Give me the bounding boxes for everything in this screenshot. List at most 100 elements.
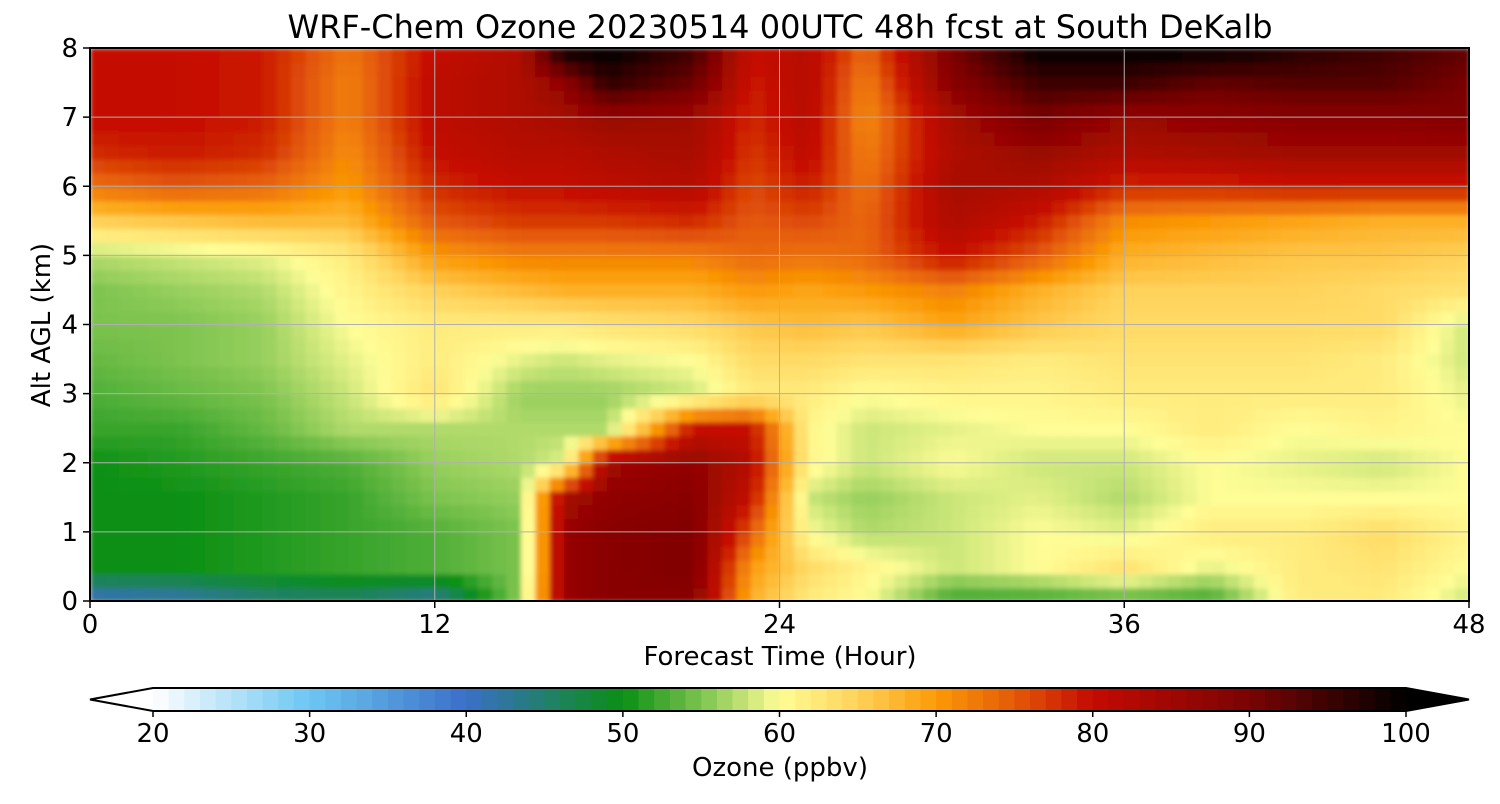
heatmap-cell xyxy=(506,130,523,146)
colorbar-swatch xyxy=(387,688,405,711)
heatmap-cell xyxy=(650,48,666,64)
heatmap-cell xyxy=(463,117,480,133)
heatmap-cell xyxy=(492,448,508,464)
heatmap-cell xyxy=(1282,283,1298,299)
heatmap-cell xyxy=(1397,531,1413,547)
heatmap-cell xyxy=(463,296,480,312)
heatmap-cell xyxy=(262,504,278,520)
heatmap-cell xyxy=(1354,448,1370,464)
heatmap-cell xyxy=(147,352,164,368)
heatmap-cell xyxy=(520,200,537,216)
heatmap-cell xyxy=(291,448,307,464)
heatmap-cell xyxy=(664,587,681,601)
heatmap-cell xyxy=(118,255,135,271)
heatmap-cell xyxy=(1138,48,1155,64)
heatmap-cell xyxy=(233,573,250,589)
heatmap-cell xyxy=(750,462,767,478)
heatmap-cell xyxy=(1152,462,1169,478)
heatmap-cell xyxy=(291,310,307,326)
heatmap-cell xyxy=(276,130,293,146)
heatmap-cell xyxy=(204,310,221,326)
heatmap-cell xyxy=(822,462,839,478)
heatmap-cell xyxy=(664,490,681,506)
x-tick-label: 0 xyxy=(82,610,99,640)
heatmap-cell xyxy=(1411,310,1428,326)
heatmap-cell xyxy=(1052,241,1068,257)
heatmap-cell xyxy=(362,103,379,119)
heatmap-cell xyxy=(549,130,566,146)
heatmap-cell xyxy=(693,158,709,174)
heatmap-cell xyxy=(1224,310,1241,326)
heatmap-cell xyxy=(1224,186,1241,202)
heatmap-cell xyxy=(865,352,882,368)
heatmap-cell xyxy=(1210,89,1226,105)
heatmap-cell xyxy=(1095,407,1112,423)
heatmap-cell xyxy=(880,75,896,91)
heatmap-cell xyxy=(506,490,523,506)
heatmap-cell xyxy=(808,172,824,188)
heatmap-cell xyxy=(1109,75,1126,91)
heatmap-cell xyxy=(1009,365,1025,381)
heatmap-cell xyxy=(822,310,839,326)
heatmap-cell xyxy=(793,559,810,575)
heatmap-cell xyxy=(549,255,566,271)
heatmap-cell xyxy=(923,310,939,326)
heatmap-cell xyxy=(1253,241,1270,257)
heatmap-cell xyxy=(204,130,221,146)
colorbar-swatch xyxy=(1374,688,1391,711)
heatmap-cell xyxy=(1239,296,1255,312)
heatmap-cell xyxy=(463,448,480,464)
heatmap-cell xyxy=(133,130,149,146)
heatmap-cell xyxy=(621,172,638,188)
heatmap-cell xyxy=(520,283,537,299)
heatmap-cell xyxy=(980,448,997,464)
heatmap-cell xyxy=(535,130,551,146)
heatmap-cell xyxy=(1066,283,1083,299)
heatmap-cell xyxy=(262,213,278,229)
heatmap-cell xyxy=(535,117,551,133)
heatmap-cell xyxy=(492,490,508,506)
heatmap-cell xyxy=(161,158,178,174)
heatmap-cell xyxy=(147,324,164,340)
heatmap-cell xyxy=(707,75,724,91)
heatmap-cell xyxy=(1181,296,1198,312)
heatmap-cell xyxy=(1095,186,1112,202)
heatmap-cell xyxy=(1181,448,1198,464)
heatmap-cell xyxy=(980,324,997,340)
heatmap-cell xyxy=(319,75,336,91)
heatmap-cell xyxy=(463,283,480,299)
heatmap-cell xyxy=(262,158,278,174)
heatmap-cell xyxy=(319,352,336,368)
heatmap-cell xyxy=(147,573,164,589)
heatmap-cell xyxy=(1239,227,1255,243)
colorbar-swatch xyxy=(434,688,452,711)
heatmap-cell xyxy=(1411,365,1428,381)
heatmap-cell xyxy=(750,241,767,257)
heatmap-cell xyxy=(908,213,925,229)
heatmap-cell xyxy=(1023,573,1040,589)
heatmap-cell xyxy=(118,61,135,77)
heatmap-cell xyxy=(147,545,164,561)
heatmap-cell xyxy=(305,269,322,285)
heatmap-cell xyxy=(477,518,494,534)
heatmap-cell xyxy=(722,144,738,160)
heatmap-cell xyxy=(1081,573,1097,589)
heatmap-cell xyxy=(391,130,408,146)
heatmap-cell xyxy=(1310,144,1327,160)
heatmap-cell xyxy=(1196,75,1212,91)
heatmap-cell xyxy=(707,490,724,506)
heatmap-cell xyxy=(966,365,982,381)
heatmap-cell xyxy=(477,490,494,506)
heatmap-cell xyxy=(1339,130,1356,146)
heatmap-cell xyxy=(951,365,968,381)
heatmap-cell xyxy=(549,61,566,77)
heatmap-cell xyxy=(248,462,264,478)
heatmap-cell xyxy=(1239,241,1255,257)
heatmap-cell xyxy=(693,144,709,160)
heatmap-cell xyxy=(1138,89,1155,105)
heatmap-cell xyxy=(592,186,609,202)
heatmap-cell xyxy=(865,435,882,451)
heatmap-cell xyxy=(851,269,867,285)
heatmap-cell xyxy=(779,531,796,547)
heatmap-cell xyxy=(779,48,796,64)
